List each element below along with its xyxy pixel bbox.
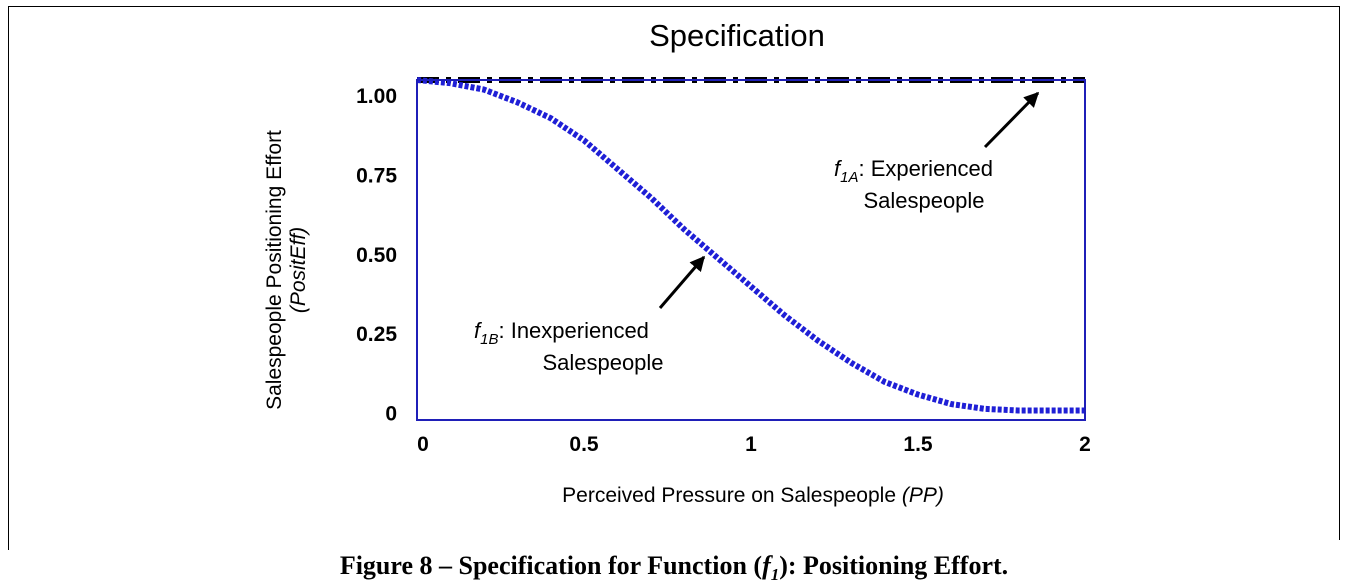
annotation-subscript: 1A: [840, 169, 858, 186]
y-axis-label: Salespeople Positioning Effort: [263, 130, 286, 410]
caption: Figure 8 – Specification for Function (f…: [340, 551, 1008, 584]
annotation: Salespeople: [863, 188, 984, 213]
caption-text: ): Positioning Effort.: [779, 551, 1008, 580]
x-tick-label: 1.5: [903, 433, 933, 456]
arrow: [658, 255, 706, 309]
annotation: f1A: Experienced: [834, 156, 993, 186]
x-axis-label: Perceived Pressure on Salespeople (PP): [562, 484, 944, 507]
annotation-symbol: f: [834, 156, 843, 181]
annotation-subscript: 1B: [480, 331, 498, 348]
x-tick-label: 0.5: [569, 433, 599, 456]
annotation-symbol: f: [474, 318, 483, 343]
y-tick-label: 0.50: [356, 244, 397, 267]
annotation-text: : Inexperienced: [498, 318, 648, 343]
x-tick-label: 1: [745, 433, 757, 456]
series-line: [416, 77, 1085, 414]
annotation: Salespeople: [542, 350, 663, 375]
y-axis-label: (PositEff): [287, 227, 310, 313]
y-tick-label: 1.00: [356, 85, 397, 108]
x-axis-label-italic: (PP): [902, 484, 944, 507]
x-tick-label: 0: [417, 433, 429, 456]
chart-title: Specification: [649, 18, 825, 53]
y-tick-label: 0.75: [356, 164, 397, 187]
caption-subscript: 1: [771, 565, 780, 584]
annotation-text: : Experienced: [858, 156, 993, 181]
caption-text: Figure 8 – Specification for Function (: [340, 551, 762, 580]
x-tick-label: 2: [1079, 433, 1091, 456]
plot: 0 0.25 0.50 0.75 1.00 0 0.5 1 1.5 2: [356, 77, 1091, 456]
annotation: f1B: Inexperienced: [474, 318, 649, 348]
y-tick-label: 0.25: [356, 323, 397, 346]
plot-frame: [416, 79, 1086, 421]
arrow: [983, 91, 1040, 149]
caption-symbol: f: [762, 551, 773, 580]
y-tick-label: 0: [385, 403, 397, 426]
x-axis-label-text: Perceived Pressure on Salespeople: [562, 484, 896, 507]
